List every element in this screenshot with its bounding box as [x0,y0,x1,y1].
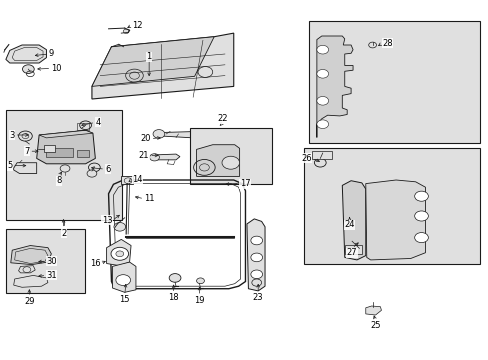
Polygon shape [342,181,365,260]
Circle shape [169,274,181,282]
Text: 17: 17 [239,179,250,188]
Text: 21: 21 [139,151,149,160]
Circle shape [414,233,427,243]
Bar [77,150,89,157]
Text: 30: 30 [46,256,57,265]
Bar [44,145,55,152]
Polygon shape [316,36,352,138]
Text: 11: 11 [144,194,154,203]
Circle shape [368,42,376,48]
Text: 20: 20 [140,134,150,143]
Text: 18: 18 [168,293,179,302]
Circle shape [316,120,328,129]
Circle shape [316,96,328,105]
Polygon shape [157,154,180,160]
Circle shape [414,211,427,221]
Polygon shape [162,131,203,138]
Polygon shape [11,246,51,265]
Text: 29: 29 [24,297,35,306]
Circle shape [111,247,128,260]
Text: 12: 12 [132,21,142,30]
Text: 9: 9 [49,49,54,58]
Circle shape [314,158,325,167]
Polygon shape [14,163,37,174]
Polygon shape [6,45,46,63]
Text: 5: 5 [7,161,12,170]
Text: 24: 24 [344,220,354,229]
Circle shape [22,65,34,73]
Polygon shape [92,33,233,99]
Text: 19: 19 [194,296,204,305]
Polygon shape [37,130,95,164]
Circle shape [250,253,262,262]
Polygon shape [365,180,425,260]
Text: 31: 31 [46,271,57,280]
Polygon shape [112,262,136,292]
Text: 23: 23 [252,293,263,302]
Text: 13: 13 [102,216,112,225]
Circle shape [316,69,328,78]
Text: 2: 2 [61,229,66,238]
Bar [304,148,479,264]
Bar [6,110,122,220]
Circle shape [149,154,159,161]
Polygon shape [39,130,93,138]
Text: 8: 8 [56,176,61,185]
Circle shape [222,156,239,169]
Circle shape [123,29,129,33]
Polygon shape [19,266,35,273]
Circle shape [414,191,427,201]
Text: 16: 16 [89,259,100,268]
Polygon shape [196,145,239,176]
Circle shape [114,222,125,231]
Bar [46,148,73,157]
Text: 27: 27 [346,248,357,257]
Text: 10: 10 [51,64,61,73]
Bar [311,151,331,159]
Polygon shape [14,275,48,287]
Text: 7: 7 [24,147,29,156]
Bar [121,176,133,184]
Circle shape [19,131,32,141]
Text: 22: 22 [217,114,227,123]
Bar [344,245,361,254]
Polygon shape [246,219,264,291]
Text: 25: 25 [369,321,380,330]
Circle shape [196,278,204,284]
Bar [189,128,271,184]
Text: 14: 14 [132,175,142,184]
Bar [6,229,85,293]
Circle shape [116,251,123,257]
Text: 3: 3 [9,130,15,139]
Circle shape [80,121,91,130]
Text: 6: 6 [105,165,110,174]
Text: 15: 15 [119,295,130,304]
Circle shape [250,236,262,245]
Bar [77,123,89,130]
Bar [308,21,479,143]
Circle shape [316,45,328,54]
Text: 26: 26 [301,154,311,163]
Text: 4: 4 [95,118,101,127]
Circle shape [60,165,70,172]
Text: 1: 1 [146,52,151,61]
Circle shape [88,163,100,172]
Circle shape [116,275,130,285]
Text: 28: 28 [382,39,392,48]
Polygon shape [106,239,131,266]
Polygon shape [365,306,381,315]
Circle shape [250,270,262,279]
Polygon shape [92,37,214,86]
Circle shape [87,170,97,177]
Circle shape [153,130,164,138]
Circle shape [251,279,261,286]
